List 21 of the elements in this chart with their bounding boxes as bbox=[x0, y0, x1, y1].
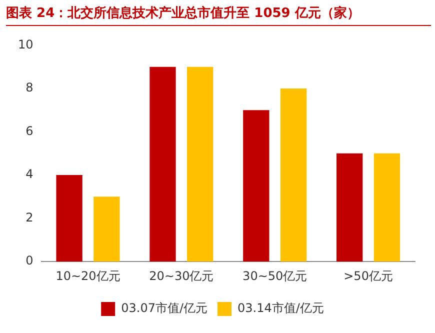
bar bbox=[280, 88, 307, 262]
x-tick-label: 20~30亿元 bbox=[149, 268, 214, 283]
bar bbox=[243, 110, 270, 262]
bar bbox=[56, 175, 82, 262]
y-tick-label: 6 bbox=[26, 124, 34, 138]
bar bbox=[150, 66, 176, 262]
bar bbox=[187, 66, 214, 262]
y-tick-label: 10 bbox=[18, 37, 34, 52]
bar bbox=[94, 196, 120, 262]
legend-label: 03.07市值/亿元 bbox=[121, 301, 208, 316]
y-tick-label: 4 bbox=[26, 167, 34, 182]
x-tick-label: 30~50亿元 bbox=[242, 268, 308, 283]
bar bbox=[336, 153, 363, 262]
y-tick-label: 0 bbox=[26, 254, 34, 268]
y-tick-label: 8 bbox=[26, 80, 34, 95]
bar bbox=[374, 153, 400, 262]
y-tick-label: 2 bbox=[26, 210, 34, 224]
chart-title: 图表 24：北交所信息技术产业总市值升至 1059 亿元（家） bbox=[6, 4, 431, 26]
legend-label: 03.14市值/亿元 bbox=[238, 301, 324, 316]
x-tick-label: 10~20亿元 bbox=[56, 268, 120, 283]
x-tick-label: >50亿元 bbox=[344, 268, 393, 283]
